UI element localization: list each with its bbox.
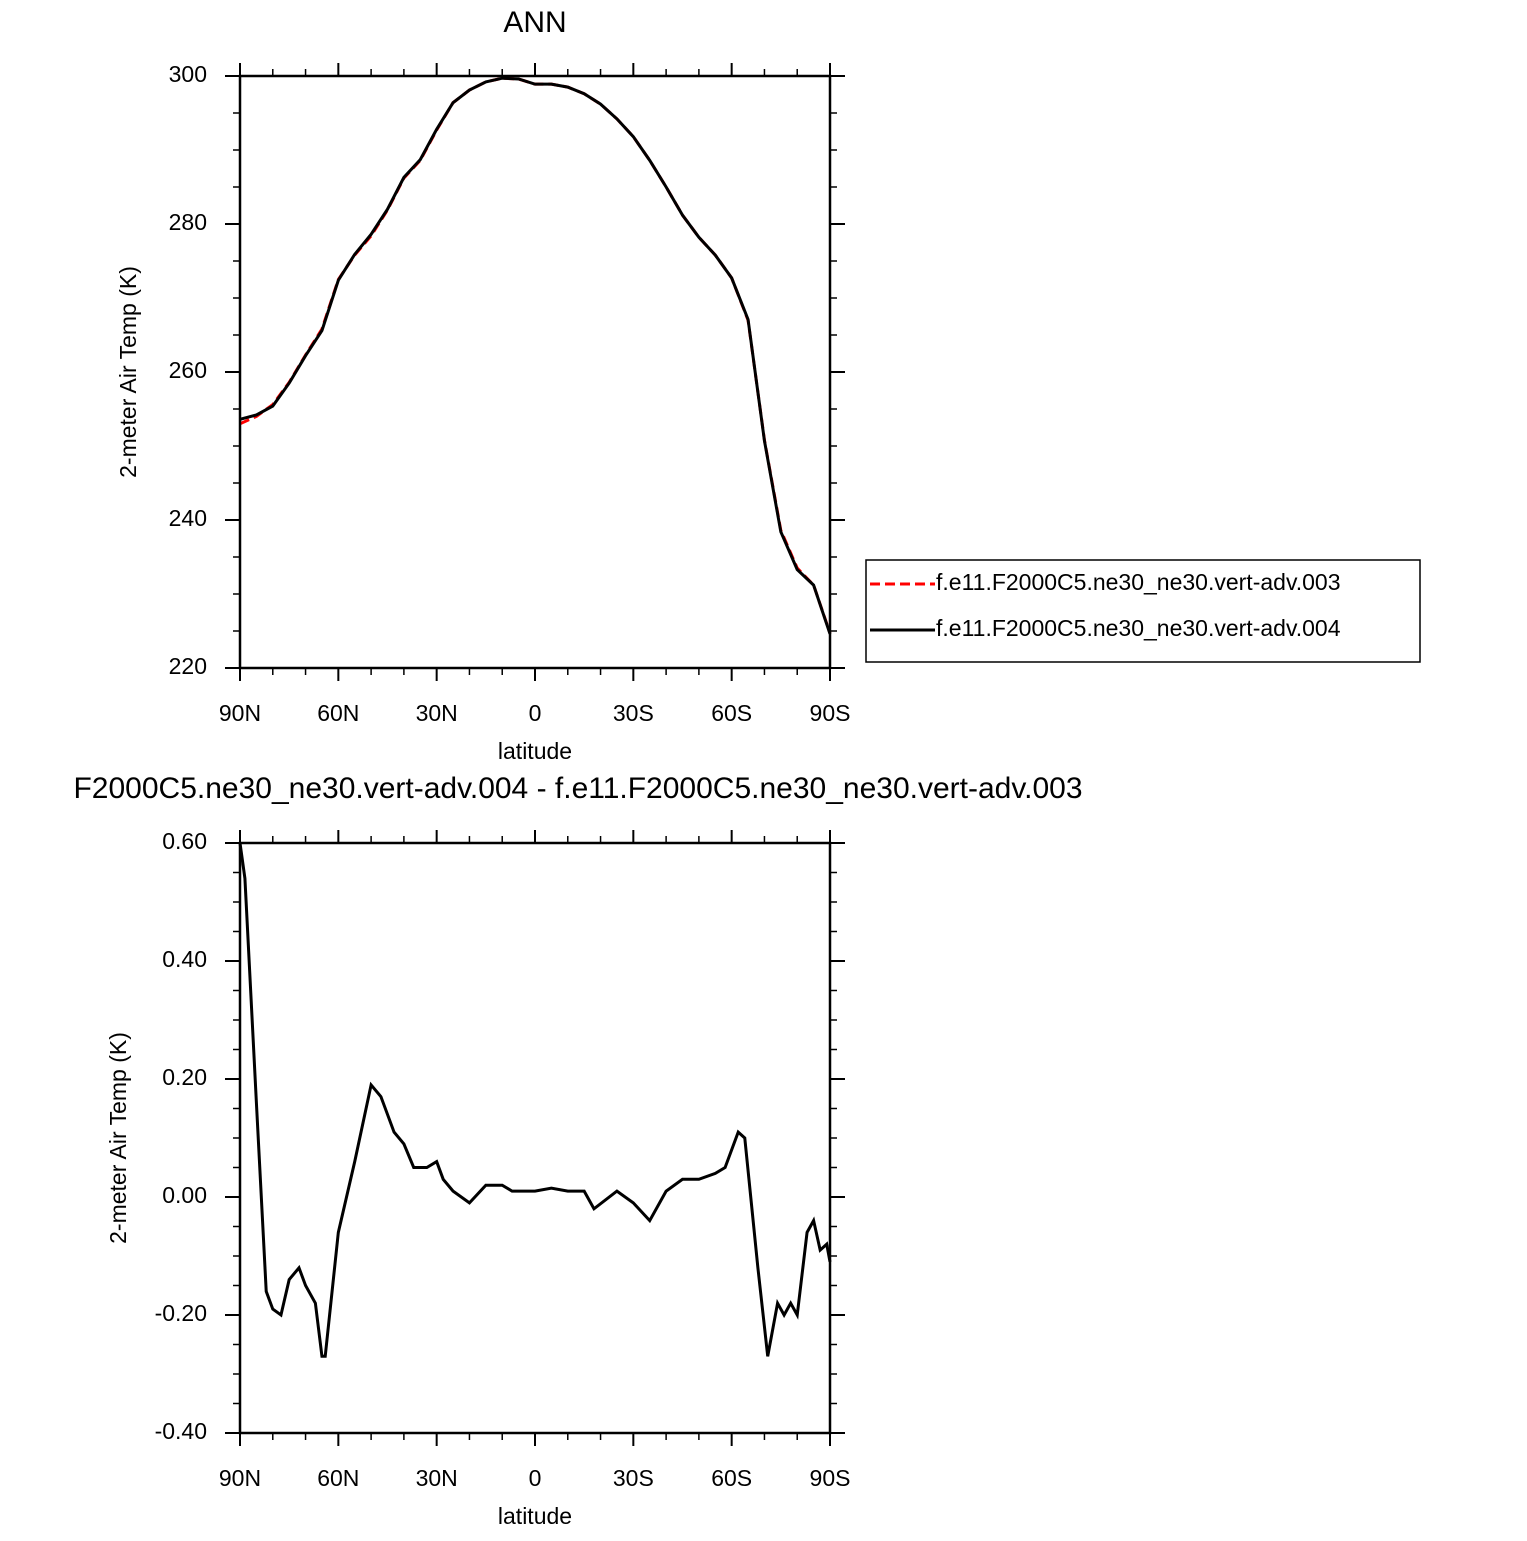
legend-label: f.e11.F2000C5.ne30_ne30.vert-adv.003 [936,569,1341,595]
x-tick-label: 90N [219,1465,261,1491]
legend-box [865,559,1421,663]
y-tick-label: 0.40 [162,946,207,972]
y-tick-label: 260 [169,357,207,383]
y-tick-label: 240 [169,505,207,531]
y-tick-label: 0.20 [162,1064,207,1090]
y-tick-label: 300 [169,61,207,87]
x-tick-label: 0 [529,1465,542,1491]
chart-title: ANN [503,6,566,39]
y-tick-label: 0.00 [162,1182,207,1208]
y-tick-label: -0.20 [155,1300,207,1326]
y-tick-label: 0.60 [162,828,207,854]
y-tick-label: 280 [169,209,207,235]
y-tick-label: 220 [169,653,207,679]
plot-frame [238,74,832,670]
x-tick-label: 30S [613,1465,654,1491]
x-tick-label: 0 [529,700,542,726]
y-tick-label: -0.40 [155,1418,207,1444]
series-line [239,76,832,634]
x-tick-label: 60N [317,700,359,726]
x-tick-label: 30N [416,1465,458,1491]
x-axis-label: latitude [498,738,572,764]
series-line [238,842,832,1358]
series-line [239,76,832,635]
x-tick-label: 60N [317,1465,359,1491]
x-tick-label: 30S [613,700,654,726]
x-axis-label: latitude [498,1503,572,1529]
x-tick-label: 90N [219,700,261,726]
y-axis-label: 2-meter Air Temp (K) [115,266,141,478]
chart-title: F2000C5.ne30_ne30.vert-adv.004 - f.e11.F… [73,772,1082,805]
x-tick-label: 60S [711,1465,752,1491]
x-tick-label: 90S [810,700,851,726]
legend-label: f.e11.F2000C5.ne30_ne30.vert-adv.004 [936,615,1341,641]
plot-frame [238,841,832,1435]
x-tick-label: 60S [711,700,752,726]
x-tick-label: 30N [416,700,458,726]
y-axis-label: 2-meter Air Temp (K) [105,1032,131,1244]
x-tick-label: 90S [810,1465,851,1491]
